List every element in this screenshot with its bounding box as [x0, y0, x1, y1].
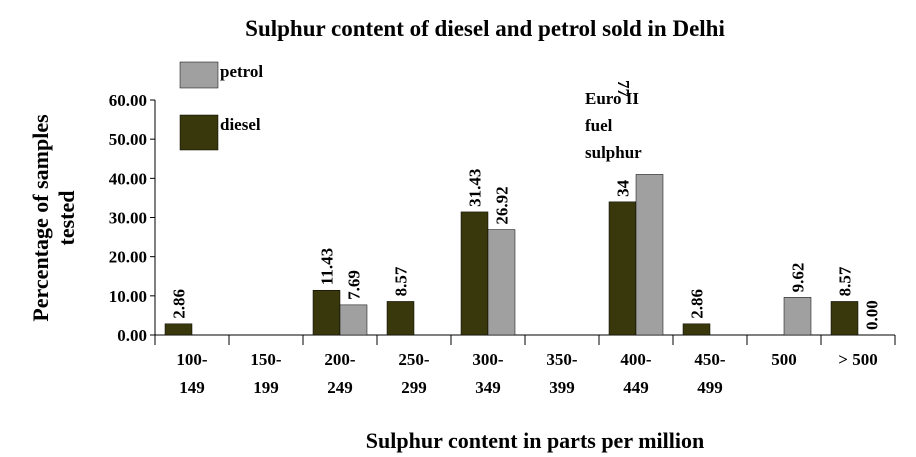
x-tick-label: 400-449: [620, 350, 652, 397]
value-label: 8.57: [392, 266, 411, 296]
bar: [635, 174, 664, 336]
legend-label: petrol: [220, 62, 263, 81]
value-label: 7.69: [345, 270, 364, 300]
bar: [164, 323, 193, 336]
x-axis-title: Sulphur content in parts per million: [366, 428, 704, 453]
legend-swatch: [179, 114, 219, 151]
bar: [312, 289, 341, 336]
x-tick-label: 500: [771, 350, 797, 369]
x-tick-label: 250-299: [398, 350, 430, 397]
value-label: 8.57: [836, 266, 855, 296]
bar: [830, 301, 859, 336]
x-tick-label: > 500: [838, 350, 877, 369]
value-label: 2.86: [170, 289, 189, 319]
bar: [783, 297, 812, 336]
x-tick-label: 300-349: [472, 350, 504, 397]
value-label: 31.43: [466, 169, 485, 207]
bar: [339, 304, 368, 336]
chart-title: Sulphur content of diesel and petrol sol…: [245, 16, 725, 41]
x-tick-label: 150-199: [250, 350, 282, 397]
bar: [608, 201, 637, 336]
value-label: 9.62: [789, 263, 808, 293]
bar: [386, 301, 415, 336]
x-tick-label: 100-149: [176, 350, 208, 397]
value-label: 34: [614, 179, 633, 197]
y-tick-label: 30.00: [109, 209, 147, 228]
annotation: Euro II fuel sulphur: [585, 89, 642, 162]
annotation: 77: [614, 80, 633, 98]
y-tick-label: 40.00: [109, 169, 147, 188]
y-tick-label: 10.00: [109, 287, 147, 306]
value-label: 2.86: [688, 289, 707, 319]
y-axis-title-line: Percentage of samples: [28, 114, 53, 322]
value-label: 11.43: [318, 248, 337, 285]
legend-swatch: [179, 61, 219, 89]
y-axis-title: Percentage of samples tested: [28, 114, 79, 322]
y-tick-label: 60.00: [109, 91, 147, 110]
y-tick-label: 0.00: [117, 326, 147, 345]
x-tick-label: 200-249: [324, 350, 356, 397]
x-tick-label: 450-499: [694, 350, 726, 397]
y-tick-label: 20.00: [109, 248, 147, 267]
legend-label: diesel: [220, 115, 261, 134]
value-label: 0.00: [863, 300, 882, 330]
x-tick-label: 350-399: [546, 350, 578, 397]
y-tick-label: 50.00: [109, 130, 147, 149]
bar: [682, 323, 711, 336]
y-axis-title-line: tested: [54, 191, 79, 246]
value-label: 26.92: [493, 186, 512, 224]
bar: [460, 211, 489, 336]
bar: [487, 229, 516, 336]
